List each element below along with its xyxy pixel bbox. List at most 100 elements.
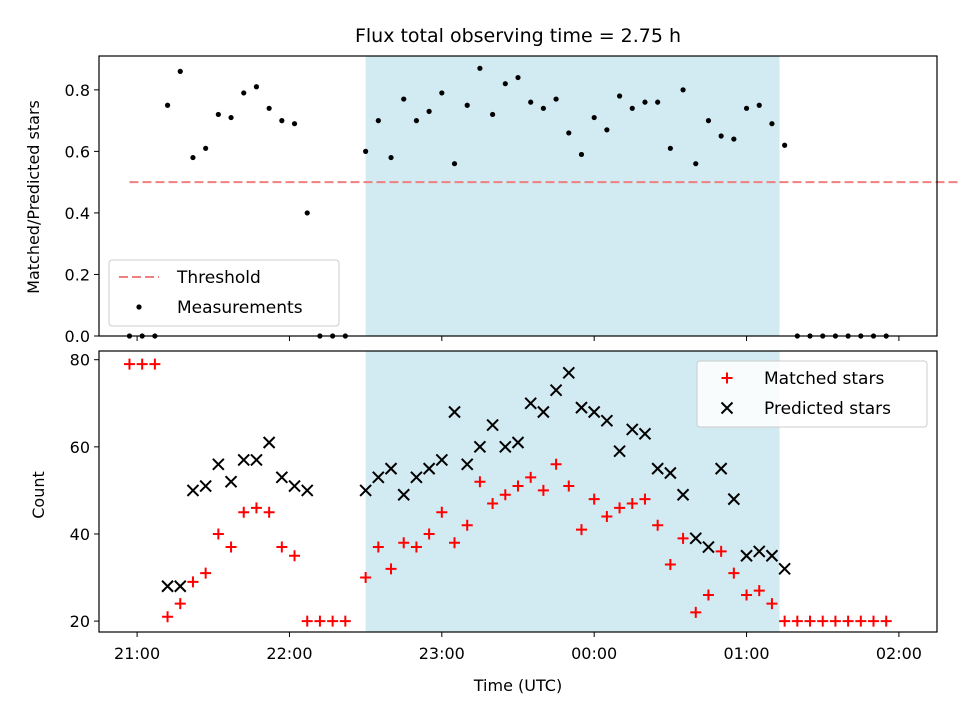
matched-star-point [702, 589, 714, 601]
measurement-point [426, 108, 432, 114]
legend-threshold-label: Threshold [176, 268, 261, 288]
matched-star-point [276, 541, 288, 553]
x-tick-label: 00:00 [571, 644, 617, 663]
predicted-star-point [186, 484, 200, 497]
predicted-star-point [626, 423, 639, 436]
measurement-point [578, 151, 585, 158]
matched-star-point [880, 615, 892, 627]
measurement-point [215, 111, 221, 118]
matched-star-point [410, 541, 422, 553]
predicted-star-point [288, 479, 301, 493]
predicted-star-point [613, 444, 626, 458]
predicted-star-point [499, 440, 512, 454]
predicted-star-point [174, 580, 187, 593]
predicted-star-point [448, 405, 461, 419]
predicted-star-point [778, 562, 791, 576]
predicted-star-point [664, 466, 677, 480]
measurement-point [655, 99, 661, 105]
measurement-point [253, 84, 260, 90]
matched-star-point [250, 502, 262, 514]
y-tick-label: 0.4 [65, 204, 90, 223]
predicted-star-point [262, 436, 276, 449]
predicted-star-point [676, 488, 690, 501]
matched-star-point [614, 502, 626, 514]
predicted-star-point [575, 401, 588, 414]
predicted-star-point [224, 475, 238, 488]
predicted-star-point [651, 462, 664, 475]
matched-star-point [868, 615, 880, 627]
predicted-star-point [161, 580, 174, 593]
predicted-star-point [461, 458, 474, 471]
matched-star-point [652, 519, 664, 531]
matched-star-point [149, 358, 161, 370]
predicted-star-point [753, 545, 766, 558]
predicted-star-point [372, 471, 385, 484]
matched-star-point [677, 532, 689, 544]
matched-star-point [817, 615, 829, 627]
measurement-point [693, 161, 699, 167]
legend-matched-label: Matched stars [764, 369, 884, 389]
measurement-point [279, 118, 285, 124]
predicted-star-point [702, 540, 715, 554]
x-tick-label: 21:00 [114, 644, 160, 663]
matched-star-point [855, 615, 867, 627]
y-tick-label: 0.0 [65, 327, 90, 346]
matched-star-point [550, 458, 562, 470]
predicted-star-point [727, 492, 741, 506]
measurement-point [177, 68, 183, 74]
matched-star-point [766, 598, 778, 610]
matched-star-point [339, 615, 351, 627]
measurement-point [190, 154, 196, 161]
predicted-star-point [740, 549, 753, 562]
chart-title: Flux total observing time = 2.75 h [355, 25, 681, 47]
measurement-point [528, 99, 534, 105]
time-x-axis-label: Time (UTC) [473, 676, 562, 695]
y-tick-label: 40 [70, 525, 90, 544]
predicted-star-point [600, 414, 614, 427]
y-tick-label: 0.2 [65, 265, 90, 284]
measurement-point [756, 102, 762, 108]
matched-star-point [225, 541, 237, 553]
y-tick-label: 0.6 [65, 142, 90, 161]
measurement-point [540, 105, 546, 111]
measurement-point [629, 105, 635, 111]
measurement-point [502, 81, 508, 87]
matched-star-point [690, 606, 702, 618]
measurement-point [375, 118, 381, 124]
measurement-point [591, 114, 597, 121]
measurement-point [566, 130, 572, 136]
matched-star-point [212, 528, 224, 540]
matched-star-point [136, 358, 148, 370]
predicted-star-point [714, 462, 728, 475]
legend-box [108, 259, 340, 327]
measurement-point [515, 74, 521, 81]
matched-star-point [804, 615, 816, 627]
matched-star-point [474, 476, 486, 488]
measurement-point [731, 136, 737, 142]
measurement-point [291, 121, 298, 127]
legend-measurements-label: Measurements [177, 298, 303, 318]
matched-star-point [537, 484, 549, 496]
measurement-point [718, 133, 724, 139]
ratio-plot-frame [98, 55, 938, 337]
predicted-star-point [511, 436, 525, 449]
measurement-point [477, 65, 483, 71]
matched-star-point [829, 615, 841, 627]
predicted-star-point [486, 418, 499, 432]
measurement-point [769, 121, 775, 127]
measurement-point [680, 87, 686, 93]
measurement-point [604, 127, 610, 133]
matched-star-point [385, 563, 397, 575]
measurement-point [304, 210, 310, 216]
x-tick-label: 01:00 [723, 644, 769, 663]
predicted-star-point [422, 462, 436, 475]
legend-matched-swatch [721, 372, 733, 384]
matched-star-point [187, 576, 199, 588]
count-y-axis-label: Count [29, 471, 48, 519]
matched-star-point [360, 572, 372, 584]
predicted-star-point [397, 488, 410, 501]
legend-box [696, 360, 928, 428]
matched-star-point [123, 358, 135, 370]
predicted-star-point [587, 405, 601, 419]
matched-star-point [575, 524, 587, 536]
